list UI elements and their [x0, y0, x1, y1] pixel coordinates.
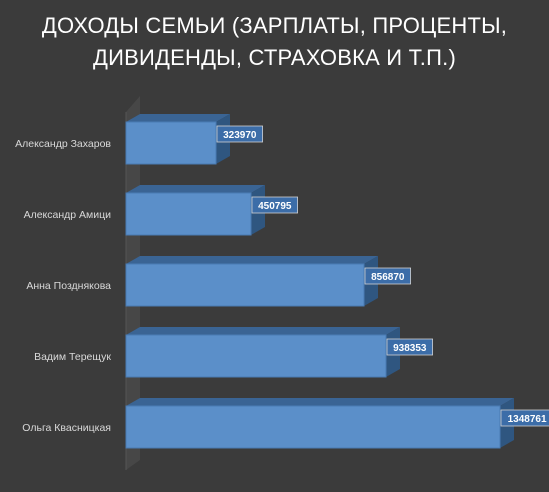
- data-label-box: [386, 338, 433, 356]
- data-label: 450795: [258, 201, 292, 212]
- bar: [125, 263, 365, 307]
- bar-group: Анна Позднякова 856870: [26, 256, 411, 307]
- category-label: Анна Позднякова: [26, 280, 111, 292]
- chart-title-line-2: ДИВИДЕНДЫ, СТРАХОВКА И Т.П.): [93, 45, 456, 70]
- data-label-box: [500, 409, 549, 427]
- bar-top-face: [126, 114, 230, 122]
- data-label: 938353: [393, 343, 427, 354]
- bar-top-face: [126, 256, 378, 264]
- chart-title-line-1: ДОХОДЫ СЕМЬИ (ЗАРПЛАТЫ, ПРОЦЕНТЫ,: [41, 13, 508, 38]
- data-label-box: [216, 125, 263, 143]
- category-label: Ольга Квасницкая: [22, 422, 111, 434]
- bar-group: Александр Амици 450795: [24, 185, 298, 236]
- bar-top-face: [126, 185, 265, 193]
- bar-group: Вадим Терещук 938353: [34, 327, 433, 378]
- category-label: Александр Амици: [24, 209, 112, 221]
- data-label: 856870: [371, 272, 405, 283]
- bar-top-face: [126, 327, 400, 335]
- bar-top-face: [126, 398, 514, 406]
- bar-group: Ольга Квасницкая 1348761: [22, 398, 549, 449]
- data-label: 1348761: [508, 414, 547, 425]
- category-label: Вадим Терещук: [34, 351, 111, 363]
- data-label-box: [251, 196, 298, 214]
- data-label-box: [364, 267, 411, 285]
- category-label: Александр Захаров: [15, 138, 111, 150]
- bar: [125, 405, 501, 449]
- bar: [125, 192, 252, 236]
- chart-title: ДОХОДЫ СЕМЬИ (ЗАРПЛАТЫ, ПРОЦЕНТЫ, ДИВИДЕ…: [0, 10, 549, 74]
- bar: [125, 121, 217, 165]
- bar-group: Александр Захаров 323970: [15, 114, 263, 165]
- bar: [125, 334, 387, 378]
- data-label: 323970: [223, 130, 257, 141]
